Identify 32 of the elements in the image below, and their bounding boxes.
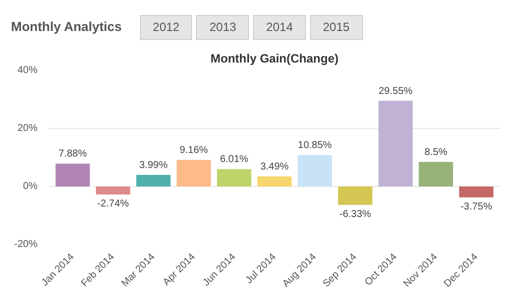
text: 2013 [196, 15, 250, 40]
bar [96, 186, 130, 194]
data-label: 3.49% [260, 161, 289, 172]
data-label: 8.5% [424, 146, 448, 158]
bar [56, 164, 90, 186]
data-label: 6.01% [220, 154, 248, 166]
text: 2014 [253, 15, 306, 40]
data-label: 3.99% [139, 160, 168, 171]
bar [176, 160, 211, 186]
data-label: -6.33% [339, 208, 372, 220]
data-label: -2.74% [97, 198, 130, 210]
bar [136, 174, 171, 186]
bar [257, 176, 292, 186]
data-label: -3.75% [460, 201, 492, 212]
bar [298, 155, 332, 186]
y-tick-label: 20% [17, 123, 38, 134]
y-tick-label: -20% [14, 239, 38, 250]
text: 2012 [140, 15, 192, 40]
text: 2015 [310, 15, 363, 40]
y-tick-label: 0% [23, 181, 38, 192]
bar [338, 186, 372, 205]
data-label: 9.16% [180, 144, 208, 156]
chart-title: Monthly Gain(Change) [210, 52, 339, 66]
data-label: 10.85% [298, 140, 332, 152]
bar [418, 162, 454, 186]
bar [216, 169, 252, 186]
data-label: 29.55% [378, 86, 413, 97]
bar [459, 186, 494, 198]
y-tick-label: 40% [17, 65, 38, 76]
text: Monthly Analytics [11, 19, 122, 34]
bar [378, 100, 413, 186]
data-label: 7.88% [58, 148, 87, 160]
